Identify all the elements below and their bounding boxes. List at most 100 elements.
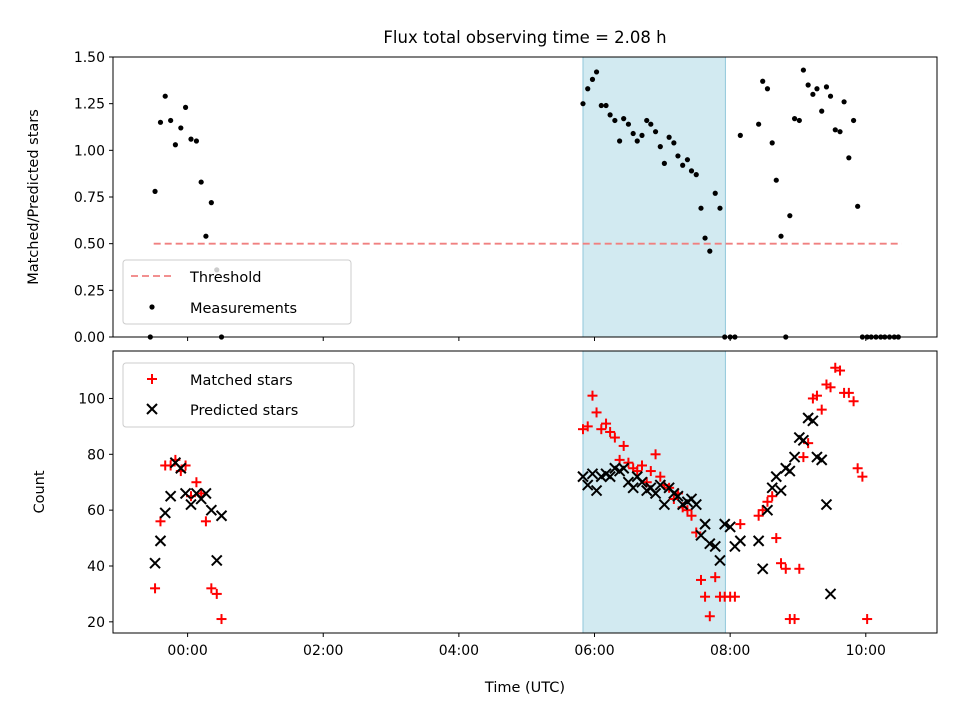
measurement-point (661, 160, 667, 166)
measurement-point (671, 140, 677, 146)
measurement-point (603, 102, 609, 109)
measurement-point (648, 121, 654, 127)
measurement-point (787, 213, 793, 219)
predicted-star-marker (164, 490, 177, 502)
matched-star-marker (605, 426, 616, 437)
bottom-x-tick: 02:00 (303, 633, 343, 659)
bottom-y-tick-label: 40 (87, 559, 105, 575)
predicted-star-marker (590, 484, 603, 497)
predicted-star-marker (179, 487, 192, 500)
bottom-y-tick: 100 (78, 391, 113, 407)
measurement-point (850, 117, 857, 124)
bottom-legend: Matched stars Predicted stars (122, 362, 355, 428)
predicted-star-marker (816, 454, 828, 466)
bottom-y-tick-label: 20 (87, 615, 105, 631)
measurement-point (639, 132, 645, 138)
top-highlight-span (582, 56, 726, 338)
measurement-point (702, 235, 708, 241)
top-frame (112, 56, 938, 338)
matched-star-marker (645, 466, 656, 477)
matched-star-marker (843, 387, 854, 398)
matched-star-marker (811, 390, 822, 401)
top-y-tick-label: 0.25 (74, 283, 105, 299)
matched-star-marker (618, 440, 629, 451)
predicted-star-marker (704, 537, 716, 550)
legend-predicted-label: Predicted stars (190, 403, 298, 419)
measurement-point (152, 188, 158, 194)
top-y-tick: 1.50 (74, 50, 113, 66)
predicted-star-marker (788, 451, 801, 463)
matched-star-marker (636, 460, 647, 471)
predicted-star-marker (690, 498, 702, 511)
top-y-tick: 1.25 (74, 97, 113, 113)
top-y-tick: 0.25 (74, 283, 113, 299)
bottom-frame (112, 350, 938, 634)
measurement-point (805, 82, 811, 88)
predicted-star-marker (699, 518, 711, 530)
predicted-star-marker (577, 470, 589, 483)
measurement-point (589, 76, 596, 82)
x-axis-label: Time (UTC) (484, 680, 565, 696)
matched-star-marker (798, 452, 809, 463)
predicted-star-marker (658, 498, 671, 511)
top-y-tick: 1.00 (74, 143, 113, 159)
measurement-point (644, 117, 650, 124)
matched-star-marker (700, 591, 711, 602)
matched-star-marker (191, 477, 202, 488)
x-tick-label: 04:00 (439, 643, 479, 659)
measurement-point (178, 125, 184, 131)
measurement-point (764, 86, 771, 92)
measurement-point (657, 144, 663, 150)
bottom-y-tick-label: 100 (78, 391, 105, 407)
predicted-star-marker (770, 470, 782, 483)
measurement-point (652, 129, 659, 135)
legend-measurements-swatch (149, 304, 155, 310)
measurement-point (680, 162, 686, 168)
bottom-y-tick: 80 (87, 447, 113, 463)
measurement-points (147, 67, 901, 340)
x-tick-label: 08:00 (710, 643, 750, 659)
matched-star-marker (816, 404, 827, 415)
measurement-point (756, 121, 762, 127)
predicted-star-marker (756, 563, 769, 575)
legend-measurements-label: Measurements (190, 301, 297, 317)
matched-star-marker (780, 563, 791, 574)
measurement-point (593, 69, 600, 75)
measurement-point (630, 130, 636, 137)
measurement-point (717, 205, 723, 211)
measurement-point (698, 205, 704, 211)
predicted-star-marker (215, 510, 228, 522)
measurement-point (625, 121, 632, 127)
matched-star-marker (591, 407, 602, 418)
matched-star-marker (582, 421, 593, 432)
matched-star-marker (862, 614, 873, 625)
measurement-point (182, 104, 189, 110)
measurement-point (203, 233, 209, 239)
top-y-tick-label: 0.75 (74, 190, 105, 206)
measurement-point (208, 200, 214, 206)
matched-star-marker (686, 510, 697, 521)
top-panel: 0.00 0.25 0.50 0.75 1.00 1.25 1.50 Matched/Pre… (26, 50, 938, 346)
measurement-point (585, 86, 591, 92)
matched-star-marker (767, 491, 778, 502)
measurement-point (855, 203, 861, 209)
bottom-y-tick: 40 (87, 559, 113, 575)
measurement-point (773, 177, 779, 183)
measurement-point (188, 136, 194, 142)
measurement-point (198, 179, 204, 185)
predicted-star-marker (586, 468, 599, 480)
matched-star-marker (704, 611, 715, 622)
measurement-point (634, 138, 640, 144)
matched-star-marker (655, 471, 666, 482)
matched-star-marker (753, 510, 764, 521)
measurement-point (796, 117, 802, 124)
predicted-star-marker (654, 479, 667, 491)
measurement-point (814, 86, 820, 92)
predicted-star-marker (695, 529, 707, 541)
x-tick-label: 02:00 (303, 643, 343, 659)
matched-star-marker (789, 614, 800, 625)
top-y-tick-label: 1.50 (74, 50, 105, 66)
bottom-y-tick-label: 60 (87, 503, 105, 519)
predicted-star-marker (649, 487, 662, 500)
bottom-y-tick: 20 (87, 615, 113, 631)
